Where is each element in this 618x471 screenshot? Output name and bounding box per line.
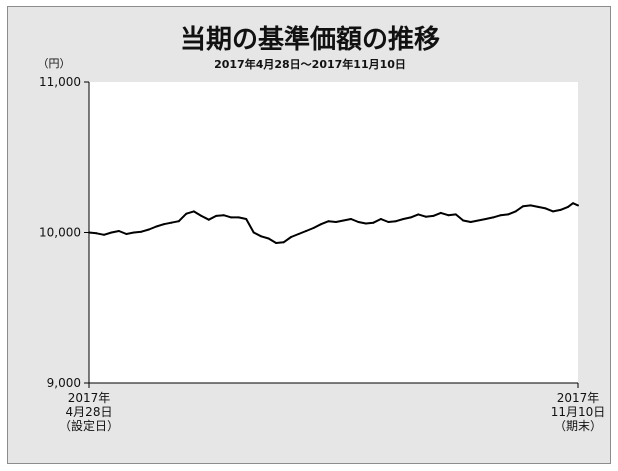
data-point <box>297 233 300 235</box>
data-point <box>522 205 525 208</box>
y-ticks: 9,000 10,000 11,000 <box>39 75 89 390</box>
data-point <box>327 220 330 223</box>
data-point <box>409 216 412 219</box>
x-tick-labels: 2017年4月28日（設定日）2017年11月10日（期末） <box>59 383 605 433</box>
data-point <box>424 215 427 218</box>
data-point <box>312 227 315 229</box>
data-point <box>499 214 502 217</box>
data-point <box>357 221 360 223</box>
x-start-label: 4月28日 <box>66 405 113 419</box>
data-point <box>507 213 510 216</box>
data-point <box>484 218 487 220</box>
x-end-label: 11月10日 <box>551 405 606 419</box>
data-point <box>290 236 293 238</box>
data-point <box>155 225 158 228</box>
data-point <box>110 231 113 234</box>
data-point <box>432 214 435 217</box>
data-point <box>237 216 240 219</box>
data-point <box>117 230 120 232</box>
data-point <box>492 216 495 219</box>
data-point <box>454 213 457 216</box>
data-point <box>402 218 405 220</box>
data-point <box>514 210 517 213</box>
x-end-label: 2017年 <box>557 391 600 405</box>
data-point <box>559 208 562 211</box>
data-point <box>537 205 540 208</box>
data-point <box>417 213 420 216</box>
data-point <box>95 232 98 235</box>
data-point <box>147 228 150 231</box>
data-point <box>394 220 397 223</box>
data-point <box>103 233 105 236</box>
data-point <box>469 221 472 223</box>
data-point <box>552 210 555 213</box>
data-point <box>577 204 579 207</box>
y-tick-label: 10,000 <box>39 226 81 240</box>
data-point <box>245 218 248 220</box>
data-point <box>350 218 352 220</box>
data-point <box>364 222 367 225</box>
data-point <box>140 230 143 233</box>
y-axis-label: （円） <box>38 57 71 70</box>
data-point <box>162 223 165 226</box>
data-point <box>192 210 195 213</box>
data-point <box>170 221 173 224</box>
data-point <box>125 233 128 235</box>
data-point <box>477 219 480 222</box>
data-point <box>462 219 465 222</box>
data-point <box>529 204 532 207</box>
y-tick-label: 11,000 <box>39 75 81 89</box>
y-tick-label: 9,000 <box>47 376 81 390</box>
series-points <box>88 202 579 244</box>
data-point <box>439 211 442 214</box>
data-point <box>177 220 180 223</box>
data-point <box>567 205 569 208</box>
data-point <box>447 214 450 217</box>
chart-subtitle: 2017年4月28日〜2017年11月10日 <box>214 57 406 71</box>
plot-area <box>89 82 578 383</box>
data-point <box>572 202 574 205</box>
x-start-label: 2017年 <box>68 391 111 405</box>
data-point <box>282 241 285 244</box>
data-point <box>215 214 218 217</box>
chart-title: 当期の基準価額の推移 <box>180 24 440 55</box>
x-start-label: （設定日） <box>59 418 119 433</box>
data-point <box>275 242 278 244</box>
data-point <box>200 214 203 217</box>
data-point <box>544 207 547 210</box>
data-point <box>222 214 225 217</box>
data-point <box>185 212 188 215</box>
data-point <box>252 231 255 234</box>
data-point <box>132 231 135 234</box>
data-point <box>335 221 337 223</box>
data-point <box>267 237 270 240</box>
x-end-label: （期末） <box>554 419 602 433</box>
data-point <box>372 221 375 224</box>
data-point <box>305 230 308 232</box>
data-point <box>230 216 233 219</box>
data-point <box>260 235 263 238</box>
data-point <box>207 218 210 221</box>
data-point <box>342 219 345 222</box>
data-point <box>387 221 390 223</box>
data-point <box>320 223 322 226</box>
data-point <box>379 218 382 220</box>
data-point <box>88 231 90 234</box>
